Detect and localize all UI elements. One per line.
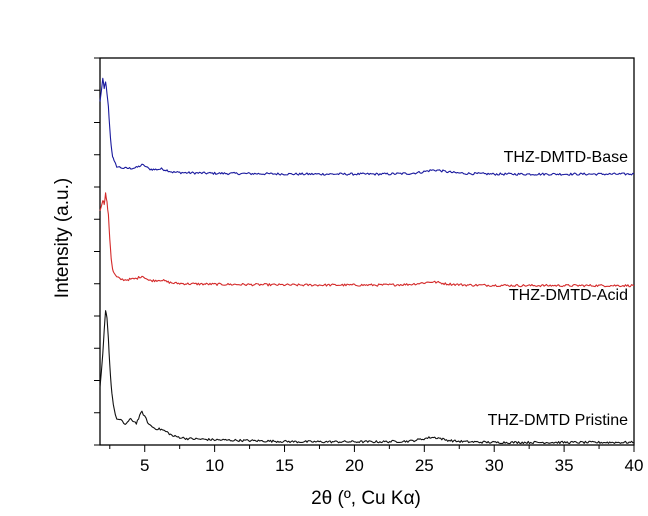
series-labels: THZ-DMTD-Base THZ-DMTD-Acid THZ-DMTD Prist…: [488, 149, 629, 429]
plot-frame: [99, 57, 635, 446]
y-axis-title: Intensity (a.u.): [52, 178, 73, 298]
trace-2: [99, 192, 635, 288]
x-tick-label-40: 40: [625, 456, 644, 475]
x-axis-title: 2θ (º, Cu Kα): [311, 488, 421, 509]
x-axis: 5 10 15 20 25 30 35 40: [109, 445, 644, 475]
series-label-3: THZ-DMTD Pristine: [488, 412, 629, 429]
series-label-2: THZ-DMTD-Acid: [509, 287, 628, 304]
y-axis: [94, 57, 100, 446]
series-traces: [99, 77, 635, 445]
x-tick-label-25: 25: [415, 456, 434, 475]
x-tick-label-35: 35: [555, 456, 574, 475]
x-tick-label-5: 5: [140, 456, 149, 475]
series-label-1: THZ-DMTD-Base: [504, 149, 629, 166]
x-tick-label-20: 20: [345, 456, 364, 475]
plot-border: [99, 57, 635, 446]
x-tick-label-30: 30: [485, 456, 504, 475]
x-tick-label-10: 10: [205, 456, 224, 475]
trace-3: [99, 310, 635, 445]
x-tick-label-15: 15: [275, 456, 294, 475]
trace-1: [99, 77, 635, 176]
